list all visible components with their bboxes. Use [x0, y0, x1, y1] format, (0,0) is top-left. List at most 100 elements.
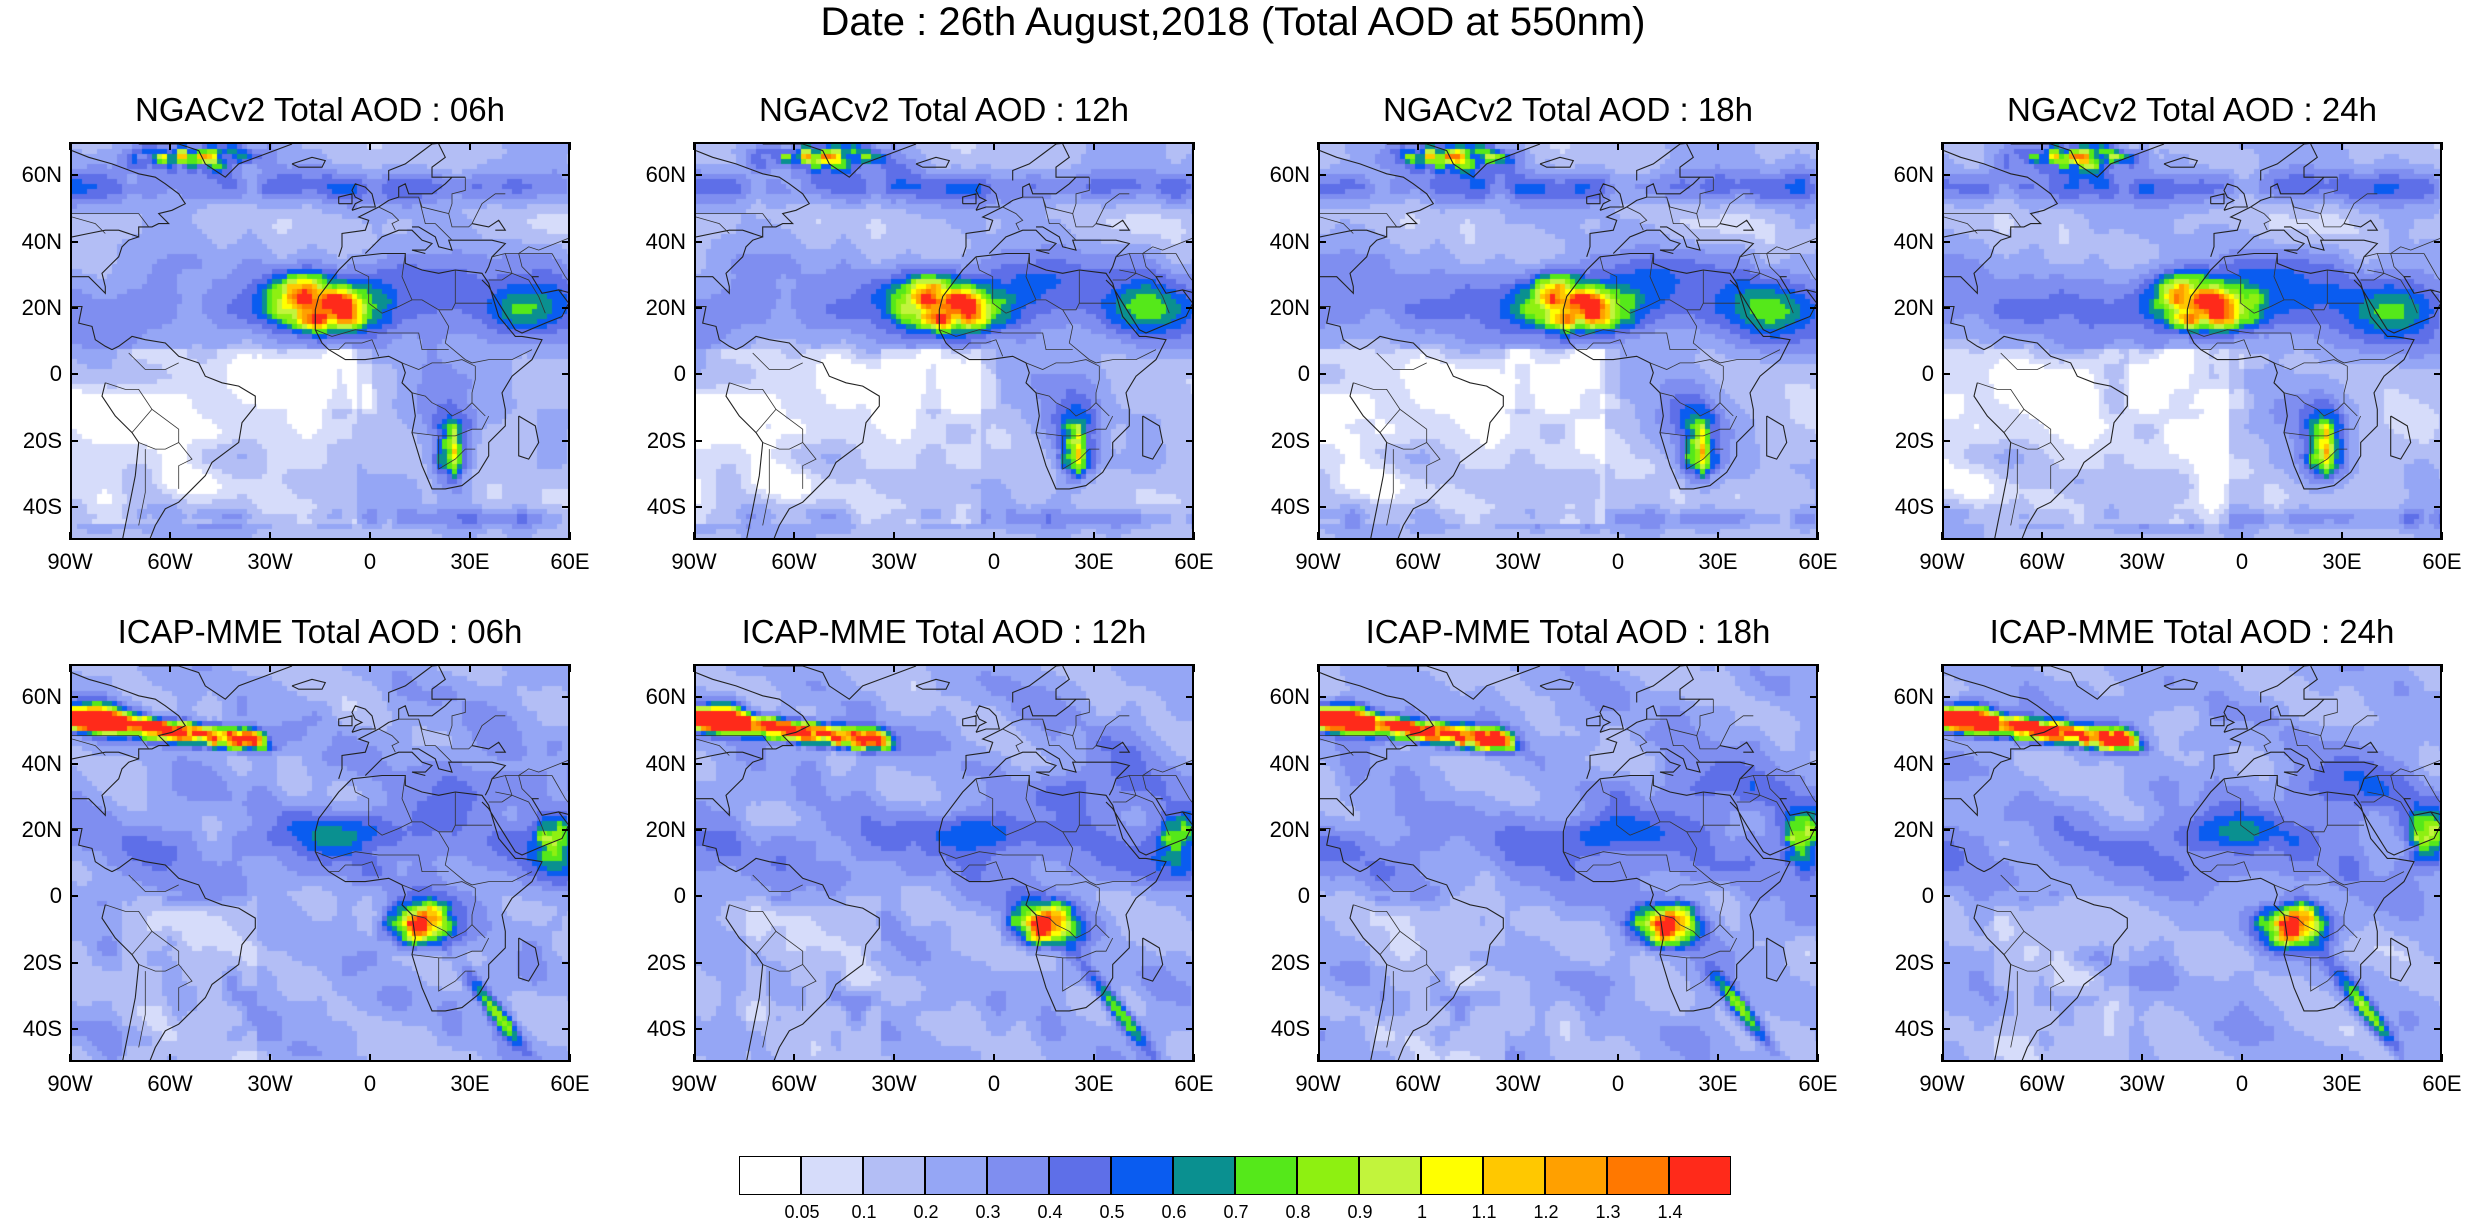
lat-tick: [70, 439, 78, 442]
lat-tick: [1810, 439, 1818, 442]
lat-tick: [1318, 1027, 1326, 1030]
lon-label: 60E: [1174, 549, 1214, 574]
lon-tick: [269, 1054, 271, 1062]
lon-tick: [693, 532, 695, 540]
lon-tick: [1941, 1054, 1943, 1062]
lon-tick: [369, 142, 371, 150]
lon-label: 60W: [771, 1071, 817, 1096]
lat-label: 40S: [646, 1015, 686, 1041]
lon-label: 0: [1611, 549, 1625, 574]
lat-tick: [1186, 696, 1194, 699]
lat-tick: [1186, 439, 1194, 442]
lat-label: 40N: [1893, 228, 1934, 254]
lat-tick: [1186, 1027, 1194, 1030]
lon-tick: [69, 532, 71, 540]
lon-label: 60W: [2019, 549, 2065, 574]
lat-label: 20S: [1894, 427, 1934, 453]
lon-tick: [269, 664, 271, 672]
coastlines: [1320, 666, 1816, 1060]
coastlines: [696, 666, 1192, 1060]
lat-label: 0: [1297, 361, 1310, 387]
lat-label: 20N: [645, 816, 686, 842]
colorbar-label: 0.8: [1285, 1202, 1311, 1222]
lon-tick: [369, 1054, 371, 1062]
lat-label: 60N: [21, 162, 62, 188]
lon-label: 90W: [1295, 1071, 1341, 1096]
coastlines: [1320, 144, 1816, 538]
lon-label: 0: [987, 549, 1001, 574]
lat-tick: [1186, 961, 1194, 964]
lat-tick: [1318, 828, 1326, 831]
lat-tick: [562, 762, 570, 765]
lat-tick: [1810, 306, 1818, 309]
lat-tick: [70, 306, 78, 309]
colorbar-label: 1.3: [1595, 1202, 1621, 1222]
lon-tick: [569, 1054, 571, 1062]
lat-label: 40S: [22, 493, 62, 519]
lon-tick: [1617, 142, 1619, 150]
lat-tick: [70, 505, 78, 508]
lon-tick: [2241, 664, 2243, 672]
lon-tick: [1817, 1054, 1819, 1062]
lon-tick: [893, 1054, 895, 1062]
lon-tick: [893, 664, 895, 672]
lat-tick: [694, 828, 702, 831]
lon-tick: [1941, 532, 1943, 540]
lon-tick: [1317, 142, 1319, 150]
lat-label: 0: [1921, 883, 1934, 909]
colorbar-cell: [1669, 1156, 1731, 1195]
lat-tick: [562, 696, 570, 699]
lon-tick: [2041, 664, 2043, 672]
lon-tick: [169, 1054, 171, 1062]
coastlines: [1944, 144, 2440, 538]
lon-tick: [469, 664, 471, 672]
lat-label: 20N: [21, 294, 62, 320]
lon-tick: [2241, 532, 2243, 540]
lon-label: 60W: [771, 549, 817, 574]
lon-tick: [1517, 1054, 1519, 1062]
lat-tick: [2434, 439, 2442, 442]
lat-tick: [70, 895, 78, 898]
lat-tick: [1318, 961, 1326, 964]
lat-label: 40S: [1270, 1015, 1310, 1041]
lat-tick: [1942, 174, 1950, 177]
lon-tick: [269, 142, 271, 150]
lat-tick: [1942, 961, 1950, 964]
lat-label: 40N: [645, 228, 686, 254]
lat-label: 20S: [1894, 949, 1934, 975]
lat-label: 60N: [21, 684, 62, 710]
lat-tick: [2434, 696, 2442, 699]
lon-tick: [169, 664, 171, 672]
lat-label: 20S: [1270, 949, 1310, 975]
lat-tick: [1810, 240, 1818, 243]
lat-tick: [562, 306, 570, 309]
lat-label: 40S: [22, 1015, 62, 1041]
lon-label: 90W: [47, 549, 93, 574]
panel-title: ICAP-MME Total AOD : 18h: [1365, 613, 1771, 650]
aod-map: [1942, 142, 2442, 540]
lon-tick: [369, 664, 371, 672]
lon-label: 60E: [2422, 549, 2462, 574]
lat-tick: [70, 828, 78, 831]
lat-label: 40N: [1893, 750, 1934, 776]
lon-label: 0: [2235, 1071, 2249, 1096]
lat-tick: [1186, 306, 1194, 309]
border-path: [1944, 699, 2440, 1048]
lat-label: 60N: [645, 162, 686, 188]
lat-tick: [1942, 439, 1950, 442]
lat-label: 20N: [1893, 816, 1934, 842]
panel-title: ICAP-MME Total AOD : 06h: [117, 613, 523, 650]
lat-label: 20S: [646, 949, 686, 975]
panel-title: ICAP-MME Total AOD : 12h: [741, 613, 1147, 650]
lat-tick: [2434, 762, 2442, 765]
lon-tick: [469, 1054, 471, 1062]
lat-label: 60N: [1269, 684, 1310, 710]
lat-tick: [562, 1027, 570, 1030]
coastline-path: [1320, 666, 1816, 1060]
lon-tick: [793, 142, 795, 150]
lat-label: 40N: [645, 750, 686, 776]
lat-tick: [1942, 762, 1950, 765]
lon-tick: [1717, 532, 1719, 540]
lat-label: 40S: [1894, 1015, 1934, 1041]
lat-tick: [2434, 174, 2442, 177]
